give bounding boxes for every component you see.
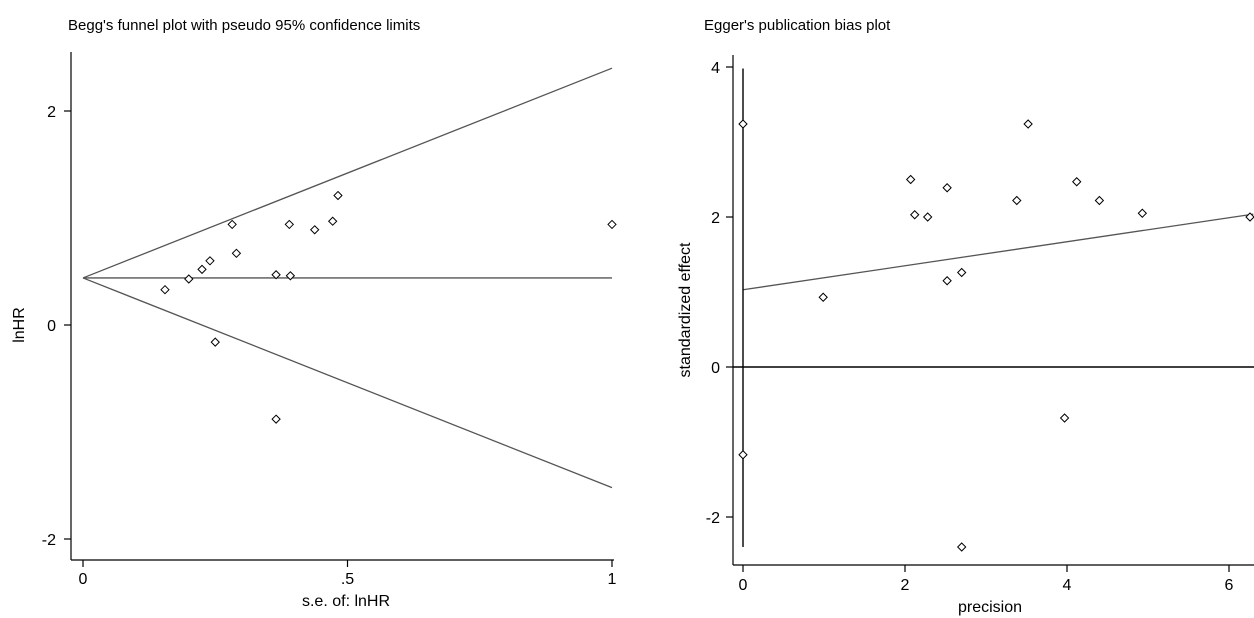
egger-y-tick-label: 0 [711, 360, 720, 377]
egger-data-point [922, 212, 933, 222]
begg-data-point [197, 264, 207, 275]
begg-y-ticks: -2 0 2 [42, 104, 71, 549]
begg-data-point [205, 256, 215, 266]
begg-y-tick-label: -2 [42, 532, 56, 549]
egger-points [738, 119, 1254, 552]
egger-y-ticks: -2 0 2 4 [706, 60, 733, 527]
egger-y-tick-label: 2 [711, 210, 720, 227]
begg-data-point [309, 225, 320, 235]
egger-data-point [738, 119, 748, 129]
begg-funnel-plot: Begg's funnel plot with pseudo 95% confi… [11, 17, 617, 610]
begg-x-tick-label: 0 [79, 571, 88, 588]
begg-reference-lines [82, 67, 613, 489]
egger-reference-lines [733, 68, 1254, 547]
begg-data-point [227, 219, 237, 230]
egger-bias-plot: Egger's publication bias plot standardiz… [677, 17, 1254, 616]
egger-data-point [1072, 177, 1082, 187]
begg-lower-confidence-limit [82, 277, 613, 489]
egger-x-tick-label: 6 [1225, 577, 1234, 594]
egger-y-tick-label: -2 [706, 510, 720, 527]
begg-data-point [333, 190, 343, 201]
begg-data-point [607, 219, 617, 230]
egger-data-point [1245, 212, 1254, 222]
begg-y-tick-label: 2 [47, 104, 56, 121]
begg-x-ticks: 0.5 1 [79, 560, 617, 588]
egger-y-tick-label: 4 [711, 60, 720, 77]
begg-data-point [210, 337, 220, 347]
begg-data-point [271, 270, 281, 280]
egger-data-point [1059, 413, 1070, 423]
begg-data-point [271, 414, 281, 424]
egger-data-point [956, 542, 967, 552]
begg-data-point [160, 284, 170, 295]
egger-data-point [1094, 195, 1105, 206]
egger-x-ticks: 0 2 4 6 [739, 565, 1234, 594]
egger-data-point [738, 450, 748, 460]
egger-data-point [1012, 195, 1022, 206]
egger-y-axis-label: standardized effect [677, 242, 694, 377]
egger-data-point [1023, 119, 1033, 129]
begg-data-point [231, 248, 242, 259]
egger-title: Egger's publication bias plot [704, 17, 891, 34]
begg-x-tick-label: 1 [608, 571, 617, 588]
egger-data-point [818, 292, 828, 302]
begg-x-tick-label: .5 [341, 571, 354, 588]
egger-data-point [942, 183, 952, 193]
egger-data-point [1137, 208, 1148, 218]
egger-x-axis-label: precision [958, 599, 1022, 616]
begg-data-point [285, 271, 296, 281]
begg-title: Begg's funnel plot with pseudo 95% confi… [68, 17, 420, 34]
egger-data-point [910, 210, 920, 220]
begg-y-tick-label: 0 [47, 318, 56, 335]
begg-x-axis-label: s.e. of: lnHR [302, 593, 390, 610]
egger-regression-line [742, 213, 1254, 291]
egger-data-point [956, 267, 967, 278]
begg-upper-confidence-limit [82, 67, 613, 279]
begg-data-point [184, 274, 194, 284]
egger-x-tick-label: 4 [1063, 577, 1072, 594]
begg-data-point [327, 216, 338, 226]
begg-points [160, 190, 617, 424]
egger-x-tick-label: 2 [901, 577, 910, 594]
egger-data-point [942, 276, 952, 286]
begg-y-axis-label: lnHR [11, 307, 28, 343]
begg-data-point [284, 219, 295, 230]
egger-x-tick-label: 0 [739, 577, 748, 594]
egger-data-point [905, 174, 916, 185]
